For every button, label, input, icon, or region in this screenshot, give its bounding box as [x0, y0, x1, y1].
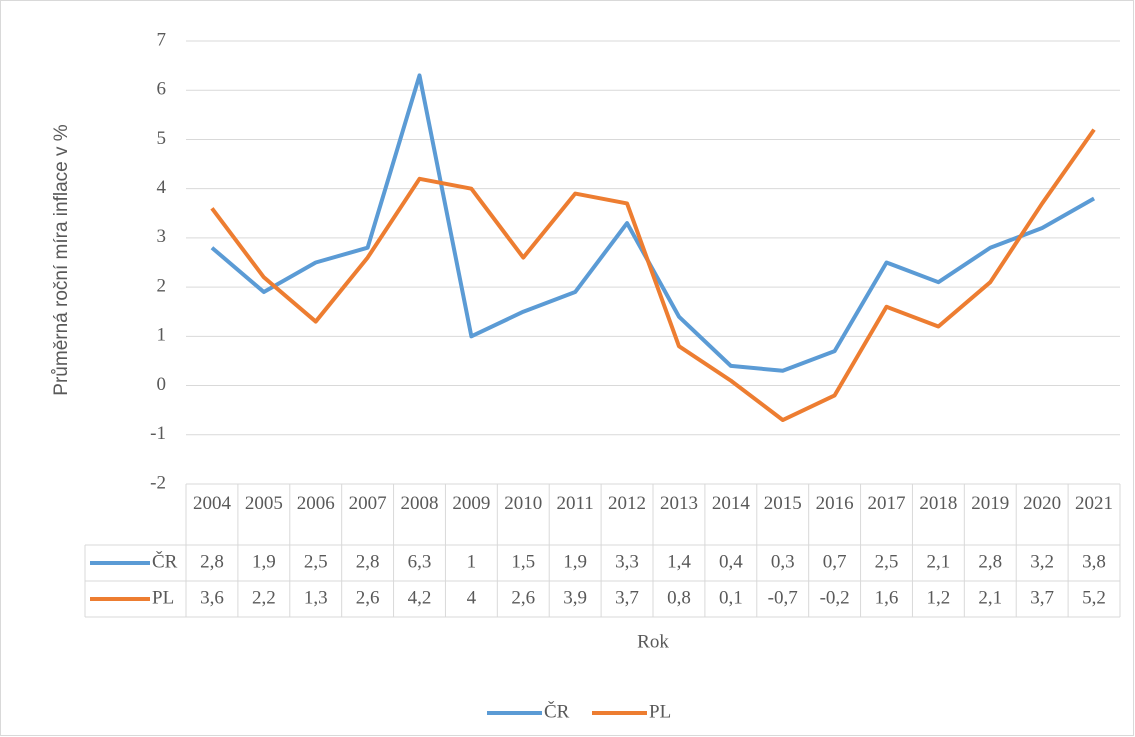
table-value: -0,7 — [768, 587, 798, 608]
y-tick-label: 5 — [157, 128, 167, 149]
table-value: 2,2 — [252, 587, 276, 608]
table-value: 2,1 — [978, 587, 1002, 608]
x-tick-label: 2021 — [1075, 493, 1114, 514]
y-tick-label: -1 — [150, 423, 166, 444]
table-value: 2,1 — [927, 551, 951, 572]
x-tick-label: 2016 — [815, 493, 854, 514]
table-value: 1,9 — [563, 551, 587, 572]
legend-label: PL — [649, 701, 671, 722]
table-value: -0,2 — [820, 587, 850, 608]
table-value: 3,7 — [615, 587, 639, 608]
table-value: 4,2 — [408, 587, 432, 608]
y-tick-label: 6 — [157, 79, 167, 100]
table-value: 3,3 — [615, 551, 639, 572]
x-tick-label: 2009 — [452, 493, 491, 514]
table-value: 2,6 — [356, 587, 380, 608]
table-value: 2,5 — [875, 551, 899, 572]
x-tick-label: 2013 — [659, 493, 698, 514]
table-value: 1,2 — [927, 587, 951, 608]
y-tick-label: 0 — [157, 374, 167, 395]
table-value: 0,4 — [719, 551, 743, 572]
x-tick-label: 2014 — [711, 493, 750, 514]
x-tick-label: 2018 — [919, 493, 958, 514]
table-value: 2,6 — [511, 587, 535, 608]
y-tick-label: 4 — [157, 177, 167, 198]
table-value: 4 — [467, 587, 477, 608]
table-value: 1,6 — [875, 587, 899, 608]
table-value: 2,8 — [356, 551, 380, 572]
y-tick-label: 3 — [157, 226, 167, 247]
y-tick-label: 2 — [157, 275, 167, 296]
table-value: 1 — [467, 551, 477, 572]
table-value: 3,6 — [200, 587, 224, 608]
x-tick-label: 2012 — [608, 493, 647, 514]
table-value: 1,4 — [667, 551, 691, 572]
table-value: 3,9 — [563, 587, 587, 608]
x-tick-label: 2015 — [763, 493, 802, 514]
table-value: 0,8 — [667, 587, 691, 608]
x-tick-label: 2007 — [348, 493, 387, 514]
y-tick-label: 1 — [157, 325, 167, 346]
table-value: 1,9 — [252, 551, 276, 572]
table-value: 0,7 — [823, 551, 847, 572]
table-value: 0,1 — [719, 587, 743, 608]
table-value: 3,2 — [1030, 551, 1054, 572]
table-value: 0,3 — [771, 551, 795, 572]
x-tick-label: 2005 — [244, 493, 283, 514]
x-tick-label: 2004 — [192, 493, 231, 514]
table-value: 2,8 — [978, 551, 1002, 572]
x-tick-label: 2006 — [296, 493, 335, 514]
x-tick-label: 2011 — [556, 493, 594, 514]
table-series-name: PL — [152, 587, 174, 608]
table-series-name: ČR — [152, 550, 178, 572]
table-value: 5,2 — [1082, 587, 1106, 608]
table-value: 2,8 — [200, 551, 224, 572]
y-tick-label: 7 — [157, 29, 167, 50]
x-tick-label: 2010 — [504, 493, 543, 514]
y-axis-title: Průměrná roční míra inflace v % — [51, 124, 72, 395]
table-value: 1,3 — [304, 587, 328, 608]
x-tick-label: 2008 — [400, 493, 439, 514]
y-tick-label: -2 — [150, 472, 166, 493]
table-value: 3,8 — [1082, 551, 1106, 572]
x-tick-label: 2020 — [1023, 493, 1062, 514]
table-value: 2,5 — [304, 551, 328, 572]
x-axis-title: Rok — [637, 631, 669, 652]
table-value: 1,5 — [511, 551, 535, 572]
line-series — [210, 128, 1096, 423]
legend-label: ČR — [544, 700, 570, 722]
x-tick-label: 2019 — [971, 493, 1010, 514]
x-tick-label: 2017 — [867, 493, 906, 514]
table-value: 6,3 — [408, 551, 432, 572]
table-value: 3,7 — [1030, 587, 1054, 608]
